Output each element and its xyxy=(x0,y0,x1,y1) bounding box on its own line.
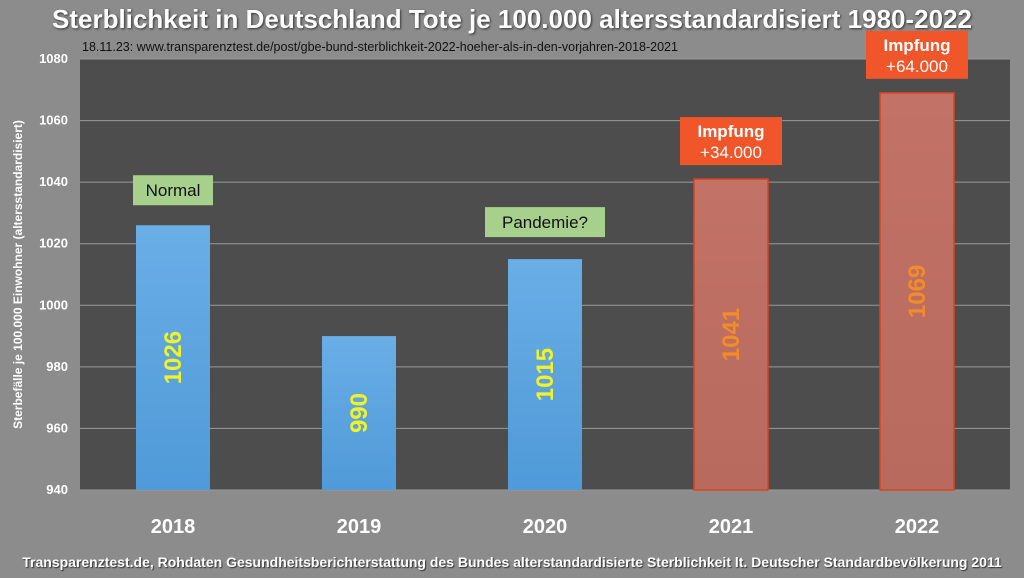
x-tick-label: 2022 xyxy=(895,516,940,538)
y-tick-label: 980 xyxy=(46,359,68,374)
source-url: 18.11.23: www.transparenztest.de/post/gb… xyxy=(82,40,678,54)
data-label: 1041 xyxy=(718,308,745,361)
annotation-box xyxy=(485,207,605,238)
bar-2019 xyxy=(322,336,396,490)
data-label: 1015 xyxy=(532,348,559,401)
bar-2021 xyxy=(693,178,769,491)
data-label: 1026 xyxy=(160,331,187,384)
source-footer: Transparenztest.de, Rohdaten Gesundheits… xyxy=(22,554,1002,570)
x-tick-label: 2018 xyxy=(151,516,196,538)
bar-2020 xyxy=(508,259,582,490)
annotation-text: Impfung xyxy=(883,36,950,55)
y-tick-label: 1060 xyxy=(39,113,68,128)
annotation-text: Impfung xyxy=(697,122,764,141)
bar-2022 xyxy=(879,92,955,491)
annotation-text: Normal xyxy=(146,181,201,200)
annotation-box xyxy=(680,117,782,166)
data-label: 990 xyxy=(346,393,373,433)
y-tick-label: 960 xyxy=(46,420,68,435)
annotation-box xyxy=(133,175,213,206)
annotation-box xyxy=(866,30,968,79)
annotation-text: +34.000 xyxy=(700,143,762,162)
data-label: 1069 xyxy=(904,265,931,318)
annotation-text: +64.000 xyxy=(886,57,948,76)
x-tick-label: 2021 xyxy=(709,516,754,538)
y-tick-label: 940 xyxy=(46,482,68,497)
x-tick-label: 2020 xyxy=(523,516,568,538)
bar-2018 xyxy=(136,225,210,490)
y-tick-label: 1040 xyxy=(39,174,68,189)
y-tick-label: 1080 xyxy=(39,51,68,66)
y-axis-label: Sterbefälle je 100.000 Einwohner (alters… xyxy=(11,120,25,429)
y-tick-label: 1020 xyxy=(39,236,68,251)
y-tick-label: 1000 xyxy=(39,297,68,312)
annotation-text: Pandemie? xyxy=(502,213,588,232)
x-tick-label: 2019 xyxy=(337,516,382,538)
chart-title: Sterblichkeit in Deutschland Tote je 100… xyxy=(51,4,973,34)
